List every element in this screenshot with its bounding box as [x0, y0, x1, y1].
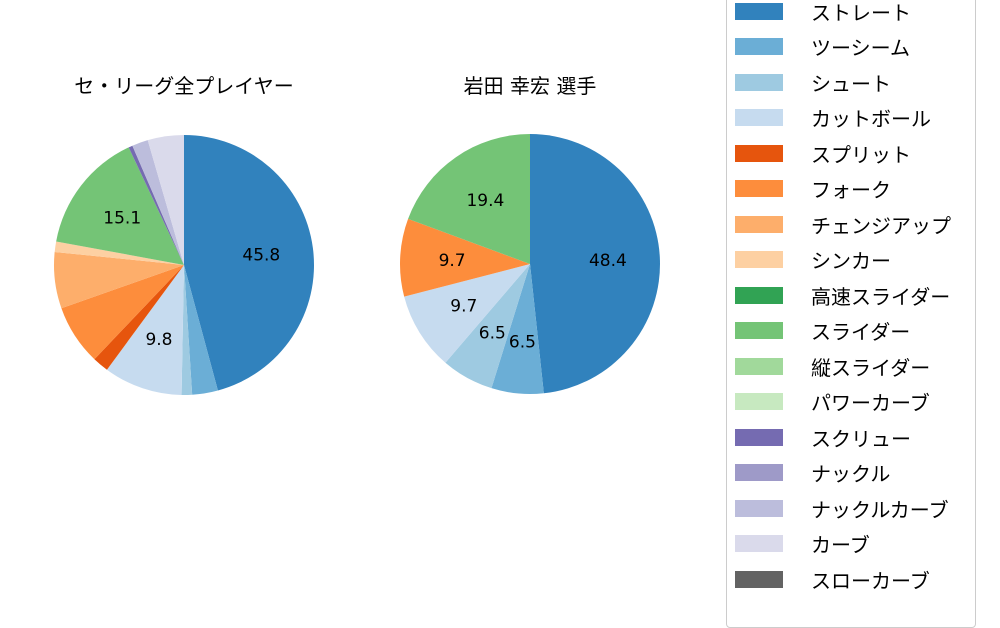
pie-charts: 45.89.815.1 48.46.56.59.79.719.4	[53, 134, 661, 395]
chart-title-league: セ・リーグ全プレイヤー	[74, 74, 294, 98]
legend-label: ツーシーム	[811, 36, 910, 60]
legend-label: ナックルカーブ	[811, 497, 949, 522]
legend-swatch	[735, 428, 783, 446]
pie-slice	[106, 265, 184, 395]
legend-item: 高速スライダー	[735, 282, 951, 309]
legend-label: スローカーブ	[811, 568, 930, 593]
legend-item: シュート	[735, 69, 891, 96]
legend-label: 高速スライダー	[811, 284, 951, 309]
pie-slice	[128, 145, 184, 265]
legend-item: シンカー	[735, 247, 891, 273]
legend-label: カーブ	[811, 533, 870, 557]
pie-slice	[445, 264, 530, 389]
legend-item: ナックルカーブ	[735, 495, 949, 522]
legend-item: スプリット	[735, 140, 911, 167]
pie-value-label: 45.8	[242, 246, 280, 266]
pie-value-label: 19.4	[466, 191, 504, 211]
legend-swatch	[735, 38, 783, 55]
pie-slice	[404, 264, 530, 363]
legend-label: パワーカーブ	[811, 391, 930, 415]
legend-item: スライダー	[735, 318, 910, 344]
pie-slice	[530, 134, 661, 394]
legend-swatch	[735, 109, 783, 126]
pie-slice	[399, 218, 530, 297]
legend-swatch	[735, 180, 783, 197]
legend-swatch	[735, 357, 783, 375]
legend-swatch	[735, 393, 783, 410]
legend-item: ツーシーム	[735, 34, 910, 60]
legend-swatch	[735, 286, 783, 304]
legend-swatch	[735, 499, 783, 517]
legend-swatch	[735, 535, 783, 552]
pie-value-label: 9.7	[439, 251, 466, 271]
pie-chart-league: 45.8 9.8 15.1	[53, 135, 314, 395]
legend-label: シンカー	[811, 249, 891, 273]
legend-label: スクリュー	[811, 426, 911, 451]
pie-slice	[61, 265, 184, 360]
pie-slice	[56, 147, 184, 265]
pie-slice	[184, 135, 314, 391]
pie-chart-player: 48.46.56.59.79.719.4	[399, 134, 661, 394]
legend-item: スクリュー	[735, 424, 911, 451]
pie-value-label: 6.5	[479, 323, 506, 343]
pie-value-label: 48.4	[589, 251, 627, 271]
legend-item: 縦スライダー	[735, 353, 931, 380]
pie-slice	[94, 265, 184, 370]
legend-item: ナックル	[735, 460, 890, 486]
legend-item: チェンジアップ	[735, 211, 951, 238]
legend: ストレートツーシームシュートカットボール スプリットフォークチェンジアップ シンカー…	[726, 0, 976, 628]
legend-label: スプリット	[811, 142, 911, 167]
legend-label: スライダー	[811, 320, 911, 344]
legend-label: ストレート	[811, 0, 911, 25]
legend-item: ストレート	[735, 0, 911, 25]
legend-swatch	[735, 73, 783, 91]
legend-label: フォーク	[811, 178, 891, 202]
pie-value-label: 6.5	[509, 333, 536, 353]
legend-label: ナックル	[811, 462, 891, 486]
legend-swatch	[735, 2, 783, 20]
legend-item: カットボール	[735, 105, 931, 131]
legend-label: シュート	[811, 71, 891, 96]
pie-slice	[53, 251, 184, 309]
legend-swatch	[735, 570, 783, 588]
chart-title-player: 岩田 幸宏 選手	[463, 74, 597, 98]
pie-slice	[147, 135, 184, 265]
pie-value-label: 9.8	[145, 330, 172, 350]
pie-value-label: 15.1	[103, 208, 141, 228]
legend-item: フォーク	[735, 176, 891, 202]
legend-item: パワーカーブ	[735, 389, 930, 415]
legend-item: カーブ	[735, 531, 870, 557]
legend-swatch	[735, 251, 783, 268]
legend-swatch	[735, 464, 783, 481]
legend-label: 縦スライダー	[811, 355, 931, 380]
legend-swatch	[735, 322, 783, 339]
legend-item: スローカーブ	[735, 566, 930, 593]
pie-slice	[491, 264, 544, 394]
pie-slice	[184, 265, 218, 395]
pie-slice	[408, 134, 530, 264]
pie-slice	[54, 241, 184, 265]
pie-value-label: 9.7	[450, 296, 477, 316]
legend-label: チェンジアップ	[811, 213, 951, 238]
pie-slice	[132, 140, 184, 265]
pie-slice	[181, 265, 193, 395]
legend-swatch	[735, 144, 783, 162]
legend-swatch	[735, 215, 783, 233]
legend-label: カットボール	[811, 107, 931, 131]
